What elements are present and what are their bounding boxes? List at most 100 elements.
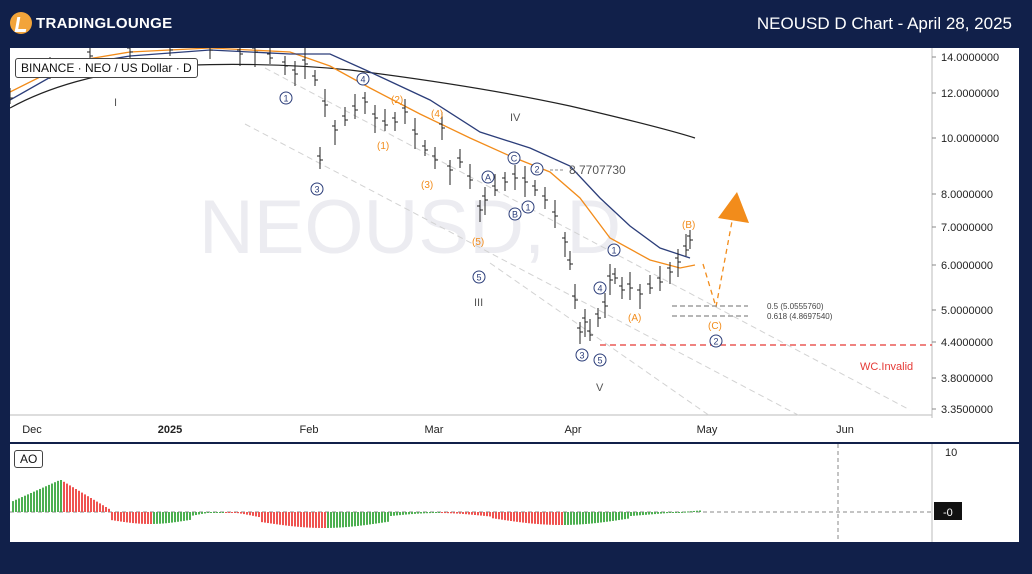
ao-bar — [243, 512, 245, 515]
orange-wave-labels: (2) (4) (1) (3) (5) (B) (A) (C) — [377, 95, 722, 332]
ao-bar — [597, 512, 599, 523]
ao-bar — [492, 512, 494, 519]
ao-bar — [120, 512, 122, 522]
ao-bar — [174, 512, 176, 523]
ao-bar — [462, 512, 464, 514]
ao-bar — [588, 512, 590, 524]
ao-bar — [267, 512, 269, 524]
circled-label-ring — [508, 207, 522, 221]
ao-bar — [333, 512, 335, 528]
ao-bar — [102, 505, 104, 512]
circled-label-ring — [507, 151, 521, 165]
ao-bar — [612, 512, 614, 521]
ao-bar — [126, 512, 128, 523]
ao-bar — [366, 512, 368, 525]
logo-text: TradingLounge — [36, 14, 173, 32]
ao-bar — [111, 512, 113, 521]
tradinglounge-logo: TradingLounge — [10, 12, 172, 34]
circled-label-ring — [575, 348, 589, 362]
ao-bar — [615, 512, 617, 521]
ao-bar — [561, 512, 563, 525]
ao-bar — [330, 512, 332, 528]
ao-bar — [108, 508, 110, 512]
price-axis: 14.0000000 12.0000000 10.0000000 8.0000000 7… — [932, 52, 999, 416]
ao-bar — [456, 512, 458, 514]
circled-label-text: C — [511, 154, 518, 164]
circled-label-ring — [530, 162, 544, 176]
ao-bar — [474, 512, 476, 515]
fib-label-0-618: 0.618 (4.8697540) — [767, 312, 833, 321]
ao-bar — [189, 512, 191, 520]
wave-label-V: V — [596, 382, 604, 394]
ao-bar — [687, 511, 689, 513]
ma-navy-line — [9, 49, 691, 259]
circled-label-text: 3 — [579, 351, 584, 361]
ao-bar — [444, 512, 446, 514]
circled-label-text: 4 — [360, 75, 365, 85]
ao-bar — [396, 512, 398, 516]
price-chart-panel[interactable]: NEOUSD, D 0.5 (5.0555760) 0.618 (4.86975… — [7, 34, 1019, 442]
time-tick-label: Apr — [564, 424, 581, 436]
ao-bar — [468, 512, 470, 515]
ao-bar — [390, 512, 392, 516]
ao-bar — [309, 512, 311, 528]
ao-bar — [198, 512, 200, 515]
ao-bar — [489, 512, 491, 517]
ao-bar — [429, 512, 431, 514]
ao-bar — [228, 512, 230, 513]
price-tick-label: 7.0000000 — [941, 222, 993, 234]
ao-bar — [528, 512, 530, 524]
ao-bar — [690, 511, 692, 513]
ao-bar — [369, 512, 371, 525]
price-chart[interactable]: NEOUSD, D 0.5 (5.0555760) 0.618 (4.86975… — [7, 34, 1019, 442]
wave-label-oB: (B) — [682, 220, 695, 231]
ao-bar — [90, 498, 92, 512]
ao-bar — [42, 487, 44, 512]
ao-bar — [426, 512, 428, 514]
symbol-label: BINANCE · NEO / US Dollar · D — [15, 58, 198, 78]
wave-label-III: III — [474, 297, 483, 309]
ao-bar — [285, 512, 287, 526]
ao-bar — [603, 512, 605, 523]
circled-label-text: 1 — [283, 94, 288, 104]
ao-bar — [564, 512, 566, 525]
ao-bar — [531, 512, 533, 524]
ao-bar — [594, 512, 596, 524]
ao-bar — [417, 512, 419, 514]
circled-label-ring — [709, 334, 723, 348]
ao-bar — [27, 494, 29, 512]
price-tick-label: 6.0000000 — [941, 260, 993, 272]
ao-bar — [288, 512, 290, 526]
ao-bar — [447, 512, 449, 514]
ao-bar — [408, 512, 410, 515]
ao-indicator-panel[interactable]: 10 -0 AO — [10, 444, 1019, 542]
ao-bar — [387, 512, 389, 522]
ao-chart[interactable]: 10 -0 — [10, 444, 1019, 542]
ao-bar — [177, 512, 179, 522]
ao-bar — [567, 512, 569, 525]
ao-bar — [282, 512, 284, 526]
ao-bar — [255, 512, 257, 517]
ao-bar — [54, 482, 56, 512]
ao-bar — [150, 512, 152, 524]
ao-tick-zero: -0 — [943, 507, 953, 519]
ao-bar — [162, 512, 164, 524]
ao-bar — [573, 512, 575, 525]
ao-bar — [240, 512, 242, 514]
ao-bar — [627, 512, 629, 519]
circled-label-ring — [472, 270, 486, 284]
time-tick-label: Jun — [836, 424, 854, 436]
ao-bar — [45, 486, 47, 512]
ao-bar — [318, 512, 320, 528]
ao-bar — [354, 512, 356, 527]
ao-bar — [450, 512, 452, 514]
price-annotation: 8.7707730 — [569, 163, 626, 177]
ao-bar — [696, 510, 698, 512]
price-tick-label: 5.0000000 — [941, 305, 993, 317]
wave-label-o5: (5) — [472, 237, 484, 248]
ao-bar — [411, 512, 413, 515]
ao-bar — [345, 512, 347, 528]
ao-bar — [321, 512, 323, 528]
ao-bar — [339, 512, 341, 528]
